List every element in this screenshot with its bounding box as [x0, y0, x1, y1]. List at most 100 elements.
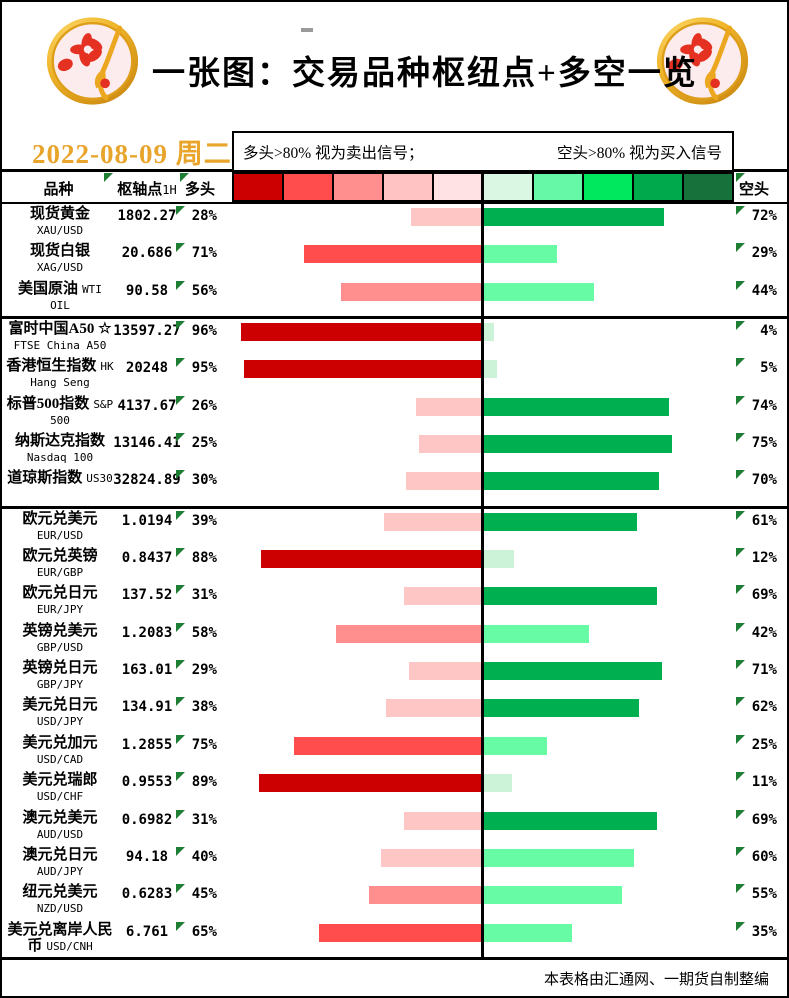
- instrument-code: Nasdaq 100: [26, 451, 94, 465]
- long-bar-area: [231, 512, 481, 531]
- pivot-value: 137.52: [121, 587, 173, 604]
- short-bar-area: [484, 435, 734, 454]
- long-percent: 75%: [191, 736, 217, 753]
- long-percent-cell: 89%: [176, 772, 217, 790]
- long-percent: 26%: [191, 397, 217, 414]
- long-percent: 56%: [191, 282, 217, 299]
- instrument-code: USD/JPY: [36, 715, 84, 729]
- short-bar-area: [484, 282, 734, 301]
- long-bar-area: [231, 587, 481, 606]
- table-row: 富时中国A50 ☆ FTSE China A50 13597.27 96% 4%: [2, 316, 787, 356]
- green-corner-triangle-icon: [736, 173, 745, 182]
- instrument-name-cell: 富时中国A50 ☆ FTSE China A50: [6, 321, 114, 353]
- instrument-name: 道琼斯指数: [7, 470, 83, 487]
- green-corner-triangle-icon: [176, 321, 185, 331]
- long-percent-cell: 71%: [176, 243, 217, 261]
- instrument-name: 欧元兑日元: [22, 585, 98, 602]
- instrument-code: USD/CNH: [46, 939, 93, 953]
- short-bar: [484, 699, 639, 718]
- long-percent: 95%: [191, 360, 217, 377]
- green-corner-triangle-icon: [180, 173, 189, 182]
- short-bar: [484, 472, 659, 491]
- table-row: 欧元兑英镑 EUR/GBP 0.8437 88% 12%: [2, 546, 787, 583]
- instrument-table: 现货黄金 XAU/USD 1802.27 28% 72% 现货白银 XAG/US…: [2, 204, 787, 957]
- instrument-code: GBP/USD: [36, 640, 84, 654]
- short-bar-area: [484, 624, 734, 643]
- short-percent-cell: 61%: [736, 510, 777, 529]
- instrument-code: USD/CHF: [36, 790, 84, 804]
- short-bar: [484, 587, 657, 606]
- long-percent-cell: 29%: [176, 660, 217, 679]
- short-percent: 5%: [760, 360, 777, 377]
- short-bar-area: [484, 587, 734, 606]
- green-corner-triangle-icon: [176, 622, 185, 632]
- instrument-name-cell: 欧元兑美元 EUR/USD: [6, 511, 114, 543]
- gold-coin-logo: [46, 17, 139, 105]
- short-bar-area: [484, 245, 734, 264]
- long-percent: 39%: [191, 512, 217, 529]
- short-bar-area: [484, 848, 734, 867]
- color-scale-swatch: [234, 174, 284, 200]
- instrument-name: 澳元兑美元: [22, 809, 98, 826]
- short-percent-cell: 4%: [736, 321, 777, 339]
- instrument-name: 美元兑日元: [22, 697, 98, 714]
- instrument-name-cell: 美元兑日元 USD/JPY: [6, 697, 114, 729]
- instrument-code: HK Hang Seng: [30, 360, 114, 390]
- instrument-name-cell: 纽元兑美元 NZD/USD: [6, 884, 114, 916]
- header: 一张图：交易品种枢纽点+多空一览: [2, 2, 787, 130]
- pivot-value: 1.0194: [121, 512, 173, 529]
- short-percent-cell: 25%: [736, 734, 777, 753]
- page-title: 一张图：交易品种枢纽点+多空一览: [152, 56, 698, 92]
- long-bar-area: [231, 282, 481, 301]
- green-corner-triangle-icon: [176, 548, 185, 558]
- instrument-name: 美元兑瑞郎: [22, 772, 98, 789]
- short-percent: 42%: [751, 624, 777, 641]
- short-percent-cell: 62%: [736, 697, 777, 715]
- long-bar: [411, 208, 481, 226]
- pivot-value: 6.761: [125, 923, 169, 940]
- pivot-value: 134.91: [121, 699, 173, 716]
- instrument-name-cell: 香港恒生指数 HK Hang Seng: [6, 358, 114, 390]
- short-percent: 35%: [751, 923, 777, 940]
- instrument-name-cell: 现货黄金 XAU/USD: [6, 206, 114, 238]
- short-bar: [484, 397, 669, 416]
- long-bar: [261, 550, 481, 569]
- instrument-name: 美国原油: [18, 280, 79, 297]
- pivot-value: 20.686: [121, 245, 173, 262]
- short-bar-area: [484, 208, 734, 226]
- long-bar-area: [231, 550, 481, 569]
- green-corner-triangle-icon: [176, 206, 185, 215]
- long-bar-area: [231, 360, 481, 379]
- col-pivot: 枢轴点1H: [112, 178, 182, 199]
- long-percent: 88%: [191, 550, 217, 567]
- table-row: 美元兑瑞郎 USD/CHF 0.9553 89% 11%: [2, 770, 787, 807]
- instrument-name: 纽元兑美元: [22, 884, 98, 901]
- short-percent-cell: 60%: [736, 846, 777, 865]
- instrument-name-cell: 美元兑离岸人民币 USD/CNH: [6, 922, 114, 954]
- instrument-name: 英镑兑日元: [22, 660, 98, 677]
- short-percent: 69%: [751, 587, 777, 604]
- long-percent: 29%: [191, 662, 217, 679]
- long-bar-area: [231, 736, 481, 755]
- instrument-name-cell: 道琼斯指数 US30: [6, 470, 114, 486]
- short-percent: 71%: [751, 662, 777, 679]
- table-row: 现货白银 XAG/USD 20.686 71% 29%: [2, 241, 787, 278]
- col-pivot-suffix: 1H: [162, 183, 177, 197]
- long-percent-cell: 75%: [176, 734, 217, 753]
- green-corner-triangle-icon: [736, 772, 745, 782]
- short-percent: 74%: [751, 397, 777, 414]
- short-percent: 44%: [751, 282, 777, 299]
- long-percent-cell: 65%: [176, 921, 217, 940]
- long-bar-area: [231, 811, 481, 830]
- long-percent-cell: 39%: [176, 510, 217, 529]
- pivot-value: 13597.27: [113, 323, 181, 340]
- short-percent-cell: 42%: [736, 622, 777, 641]
- short-percent-cell: 69%: [736, 809, 777, 828]
- green-corner-triangle-icon: [736, 321, 745, 331]
- green-corner-triangle-icon: [176, 772, 185, 782]
- short-percent: 11%: [751, 774, 777, 791]
- green-corner-triangle-icon: [736, 358, 745, 368]
- table-row: 欧元兑日元 EUR/JPY 137.52 31% 69%: [2, 583, 787, 620]
- short-percent: 75%: [751, 435, 777, 452]
